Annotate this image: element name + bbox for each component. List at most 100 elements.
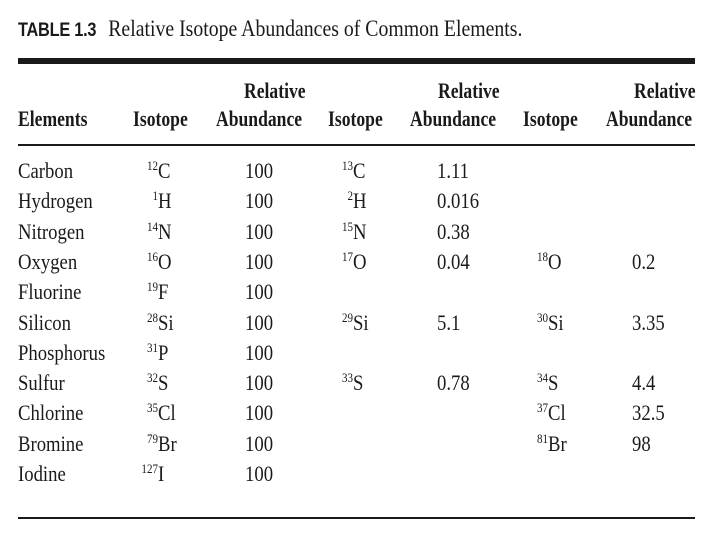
isotope-3: 37Cl bbox=[526, 400, 569, 426]
mass-number: 32 bbox=[146, 370, 158, 386]
element-symbol: Cl bbox=[158, 400, 176, 426]
element-name: Nitrogen bbox=[18, 218, 85, 244]
mass-number: 28 bbox=[146, 309, 158, 325]
relative-abundance-1: 100 bbox=[245, 218, 274, 244]
relative-abundance-3: 3.35 bbox=[632, 309, 665, 335]
header-relative-2: Relative bbox=[438, 78, 500, 103]
relative-abundance-3: 4.4 bbox=[632, 370, 656, 396]
element-symbol: Br bbox=[158, 430, 177, 456]
isotope-2: 17O bbox=[331, 249, 369, 275]
header-rule bbox=[18, 144, 695, 146]
element-name: Oxygen bbox=[18, 248, 78, 274]
element-name: Fluorine bbox=[18, 279, 82, 305]
element-symbol: P bbox=[158, 339, 169, 365]
element-name: Sulfur bbox=[18, 370, 65, 396]
header-elements: Elements bbox=[18, 106, 88, 131]
isotope-1: 1H bbox=[136, 188, 174, 214]
mass-number: 79 bbox=[146, 430, 158, 446]
element-symbol: N bbox=[353, 218, 367, 244]
element-name: Chlorine bbox=[18, 400, 84, 426]
header-relative-1: Relative bbox=[244, 78, 306, 103]
isotope-1: 79Br bbox=[136, 431, 180, 457]
relative-abundance-2: 1.11 bbox=[437, 158, 470, 183]
relative-abundance-2: 0.78 bbox=[437, 370, 470, 396]
isotope-2: 13C bbox=[331, 158, 368, 184]
isotope-2: 15N bbox=[331, 219, 369, 245]
header-relative-3: Relative bbox=[634, 78, 696, 103]
element-symbol: O bbox=[158, 248, 172, 274]
element-name: Phosphorus bbox=[18, 339, 106, 365]
relative-abundance-3: 0.2 bbox=[632, 248, 656, 274]
table-number: TABLE 1.3 bbox=[18, 20, 97, 41]
isotope-3: 81Br bbox=[526, 431, 570, 457]
isotope-3: 30Si bbox=[526, 310, 566, 336]
mass-number: 34 bbox=[536, 370, 548, 386]
mass-number: 12 bbox=[146, 158, 158, 173]
mass-number: 18 bbox=[536, 248, 548, 264]
relative-abundance-3: 98 bbox=[632, 430, 651, 456]
mass-number: 1 bbox=[152, 188, 158, 204]
element-symbol: Si bbox=[548, 309, 564, 335]
mass-number: 19 bbox=[146, 279, 158, 295]
isotope-1: 127I bbox=[136, 461, 165, 487]
element-symbol: C bbox=[158, 158, 171, 183]
mass-number: 14 bbox=[146, 218, 158, 234]
header-isotope-3: Isotope bbox=[523, 106, 578, 131]
isotope-1: 32S bbox=[136, 370, 170, 396]
relative-abundance-1: 100 bbox=[245, 370, 274, 396]
relative-abundance-1: 100 bbox=[245, 279, 274, 305]
isotope-2: 29Si bbox=[331, 310, 371, 336]
mass-number: 17 bbox=[341, 248, 353, 264]
relative-abundance-1: 100 bbox=[245, 430, 274, 456]
mass-number: 33 bbox=[341, 370, 353, 386]
relative-abundance-2: 5.1 bbox=[437, 309, 461, 335]
element-symbol: O bbox=[353, 248, 367, 274]
isotope-3: 18O bbox=[526, 249, 564, 275]
isotope-1: 19F bbox=[136, 279, 170, 305]
bottom-rule bbox=[18, 517, 695, 519]
mass-number: 81 bbox=[536, 430, 548, 446]
element-symbol: I bbox=[158, 461, 165, 486]
mass-number: 30 bbox=[536, 309, 548, 325]
table-title: TABLE 1.3 Relative Isotope Abundances of … bbox=[18, 16, 522, 42]
top-rule bbox=[18, 58, 695, 64]
mass-number: 35 bbox=[146, 400, 158, 416]
element-symbol: N bbox=[158, 218, 172, 244]
relative-abundance-2: 0.38 bbox=[437, 218, 470, 244]
element-name: Hydrogen bbox=[18, 188, 93, 214]
relative-abundance-1: 100 bbox=[245, 309, 274, 335]
relative-abundance-1: 100 bbox=[245, 400, 274, 426]
mass-number: 37 bbox=[536, 400, 548, 416]
element-name: Iodine bbox=[18, 461, 66, 486]
relative-abundance-1: 100 bbox=[245, 461, 274, 486]
header-abundance-2: Abundance bbox=[410, 106, 497, 131]
mass-number: 2 bbox=[347, 188, 353, 204]
isotope-1: 14N bbox=[136, 219, 174, 245]
element-symbol: Br bbox=[548, 430, 567, 456]
mass-number: 15 bbox=[341, 218, 353, 234]
isotope-1: 28Si bbox=[136, 310, 176, 336]
isotope-2: 33S bbox=[331, 370, 365, 396]
element-symbol: Cl bbox=[548, 400, 566, 426]
isotope-3: 34S bbox=[526, 370, 560, 396]
relative-abundance-1: 100 bbox=[245, 339, 274, 365]
isotope-1: 31P bbox=[136, 340, 170, 366]
header-isotope-1: Isotope bbox=[133, 106, 188, 131]
isotope-1: 35Cl bbox=[136, 400, 179, 426]
mass-number: 13 bbox=[341, 158, 353, 173]
relative-abundance-3: 32.5 bbox=[632, 400, 665, 426]
element-symbol: O bbox=[548, 248, 562, 274]
element-symbol: H bbox=[353, 188, 367, 214]
element-symbol: Si bbox=[158, 309, 174, 335]
element-name: Carbon bbox=[18, 158, 74, 183]
relative-abundance-2: 0.016 bbox=[437, 188, 480, 214]
header-isotope-2: Isotope bbox=[328, 106, 383, 131]
isotope-2: 2H bbox=[331, 188, 369, 214]
mass-number: 29 bbox=[341, 309, 353, 325]
mass-number: 16 bbox=[146, 248, 158, 264]
header-abundance-3: Abundance bbox=[606, 106, 693, 131]
relative-abundance-1: 100 bbox=[245, 188, 274, 214]
isotope-1: 16O bbox=[136, 249, 174, 275]
relative-abundance-1: 100 bbox=[245, 248, 274, 274]
element-symbol: C bbox=[353, 158, 366, 183]
